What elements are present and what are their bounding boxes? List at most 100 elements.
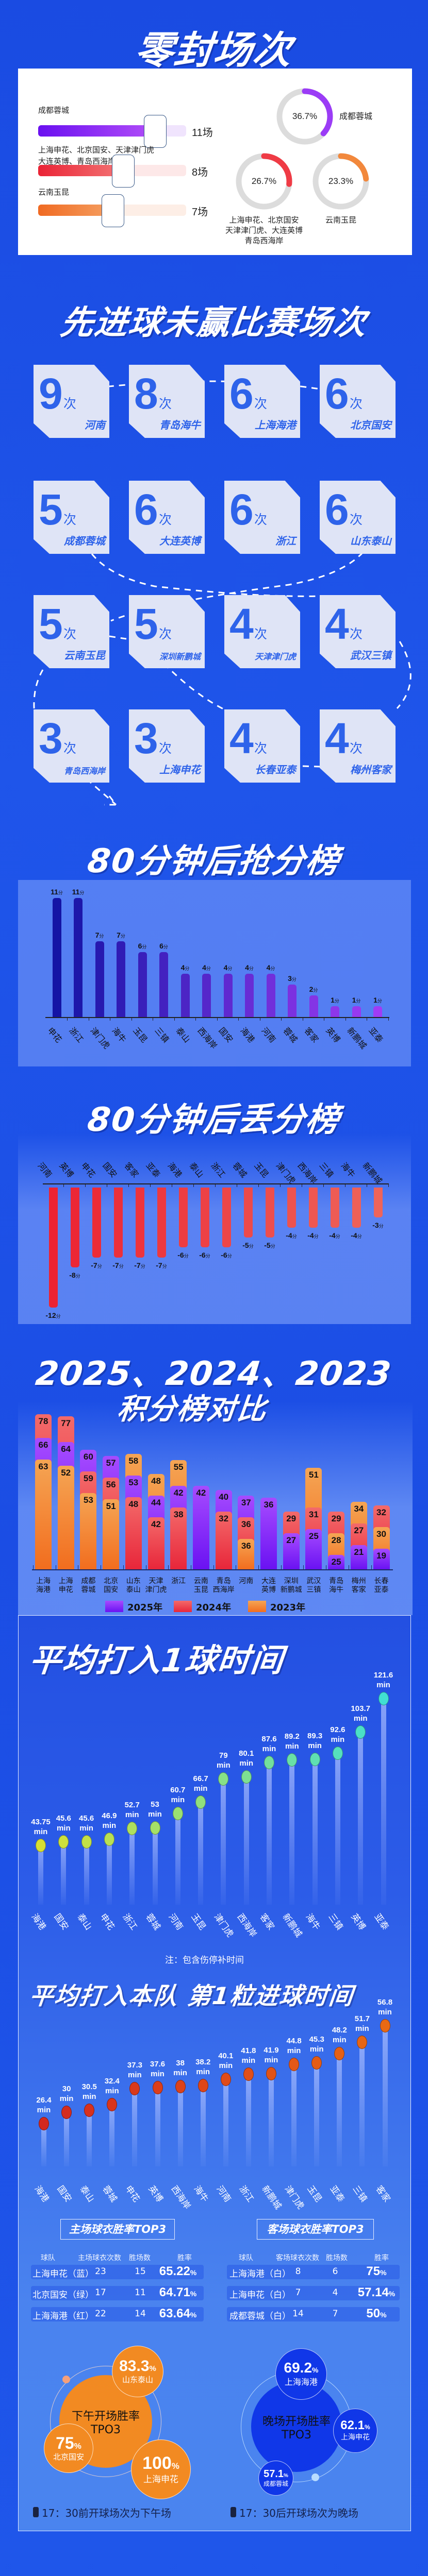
team-cell: 成都蓉城（白） [229, 2311, 291, 2321]
table-row [227, 2286, 400, 2300]
lollipop-value: 40.1 min [218, 2051, 233, 2071]
bar-fill [38, 205, 112, 216]
rate-percent: % [380, 2311, 387, 2319]
stat-count: 4 [229, 600, 254, 648]
value-unit: min [151, 2070, 164, 2078]
lollipop-stem [267, 1762, 272, 1905]
team-bubble: 69.2% 上海海港 [275, 2348, 327, 2400]
games-cell: 14 [292, 2309, 304, 2319]
table-header: 主场球衣次数 [78, 2254, 121, 2262]
lollipop-dot [311, 2056, 322, 2070]
bar-value: 7场 [192, 207, 208, 218]
table-row [31, 2265, 204, 2279]
value-unit: 分 [377, 998, 382, 1004]
lollipop-dot [175, 2079, 186, 2093]
stat-team: 上海申花 [159, 764, 201, 776]
value-number: -7 [156, 1261, 162, 1269]
stat-team: 天津津门虎 [254, 652, 296, 662]
lollipop-value: 121.6 min [374, 1670, 393, 1690]
bar-value-label: 11分 [72, 888, 85, 896]
bar-knob[interactable] [101, 194, 124, 227]
value-number: 45.6 [78, 1814, 94, 1823]
value-unit: min [285, 1741, 299, 1751]
bar [266, 974, 275, 1017]
lollipop-dot [127, 1822, 138, 1836]
value-unit: min [309, 2044, 324, 2054]
wins-cell: 14 [135, 2309, 146, 2319]
bubble-team: 北京国安 [53, 2452, 84, 2462]
rate-percent: % [312, 2366, 319, 2374]
bar-value-label: 63 [38, 1462, 48, 1472]
value-number: -7 [91, 1261, 97, 1269]
donut-arc [236, 153, 292, 210]
bubble-subtitle: TPO3 [281, 2428, 312, 2442]
value-unit: min [355, 2024, 369, 2033]
bar-value-label: 77 [61, 1418, 71, 1428]
value-unit: min [193, 1784, 208, 1793]
stat-unit: 次 [350, 512, 363, 527]
table-row [227, 2307, 400, 2321]
bar-value-label: -3分 [372, 1221, 383, 1229]
category-label: 北京 [104, 1577, 119, 1585]
value-number: 2 [309, 985, 314, 993]
value-unit: min [105, 2086, 119, 2095]
value-number: 87.6 [261, 1735, 277, 1744]
bar-value-label: 38 [173, 1509, 184, 1519]
team-cell: 上海申花（白） [229, 2290, 291, 2300]
lollipop-dot [378, 1691, 389, 1705]
rate-percent: % [190, 2311, 197, 2319]
bar-knob[interactable] [143, 115, 167, 148]
x-tick [195, 1017, 196, 1021]
value-number: -5 [264, 1241, 271, 1249]
bar-team-label: 大连英博、青岛西海岸 [38, 157, 116, 166]
bar-value-label: 2分 [309, 985, 318, 993]
orbit-dot [62, 2376, 70, 2383]
lollipop-value: 56.8 min [377, 1997, 392, 2017]
value-number: 45.3 [309, 2035, 324, 2044]
bubble-title: 晚场开场胜率 [262, 2415, 331, 2428]
bar [200, 1188, 209, 1248]
value-unit: 分 [249, 1244, 254, 1249]
bar [157, 1188, 166, 1258]
value-number: 51.7 [354, 2014, 370, 2023]
bar-value-label: 1分 [373, 996, 382, 1004]
value-unit: min [56, 1824, 71, 1833]
category-label: 上海 [58, 1577, 73, 1585]
category-label: 海牛 [329, 1585, 344, 1594]
lollipop-value: 87.6 min [261, 1734, 276, 1754]
donut-team-label: 成都蓉城 [339, 112, 373, 121]
value-unit: 分 [227, 966, 233, 971]
orbit-ring [50, 2366, 161, 2477]
stat-team: 云南玉昆 [64, 649, 105, 662]
clean-sheets-donuts [236, 88, 369, 210]
stat-card: 6 次大连英博 [129, 481, 205, 554]
lollipop-stem [269, 2074, 274, 2166]
lollipop-value: 44.8 min [286, 2036, 301, 2056]
bar-value-label: -4分 [351, 1231, 361, 1240]
bar [331, 1006, 339, 1017]
donut-percent: 26.7% [251, 176, 277, 186]
bar-knob[interactable] [112, 155, 135, 188]
games-cell: 17 [95, 2287, 106, 2298]
lollipop-stem [381, 1698, 386, 1905]
category-label: 西海岸 [212, 1585, 235, 1594]
lollipop-dot [334, 2046, 345, 2060]
value-number: 52.7 [124, 1801, 140, 1810]
lollipop-dot [150, 1821, 160, 1835]
category-label: 三镇 [306, 1585, 321, 1594]
lollipop-dot [104, 1833, 114, 1846]
bar-value-label: 6分 [159, 942, 168, 950]
x-tick [174, 1017, 175, 1021]
bar-2025年 [192, 1485, 209, 1569]
donut-percent: 36.7% [292, 111, 318, 121]
legend-label: 2023年 [270, 1602, 306, 1613]
wins-cell: 7 [332, 2309, 338, 2319]
value-number: 89.3 [307, 1732, 323, 1741]
bar-value-label: -7分 [91, 1261, 102, 1269]
stat-team: 青岛海牛 [159, 419, 201, 431]
rate-value: 57.1 [264, 2468, 284, 2480]
lollipop-stem [223, 2079, 228, 2166]
bar-value: 11场 [192, 127, 213, 139]
value-unit: 分 [184, 1253, 189, 1259]
value-unit: min [171, 1795, 185, 1804]
